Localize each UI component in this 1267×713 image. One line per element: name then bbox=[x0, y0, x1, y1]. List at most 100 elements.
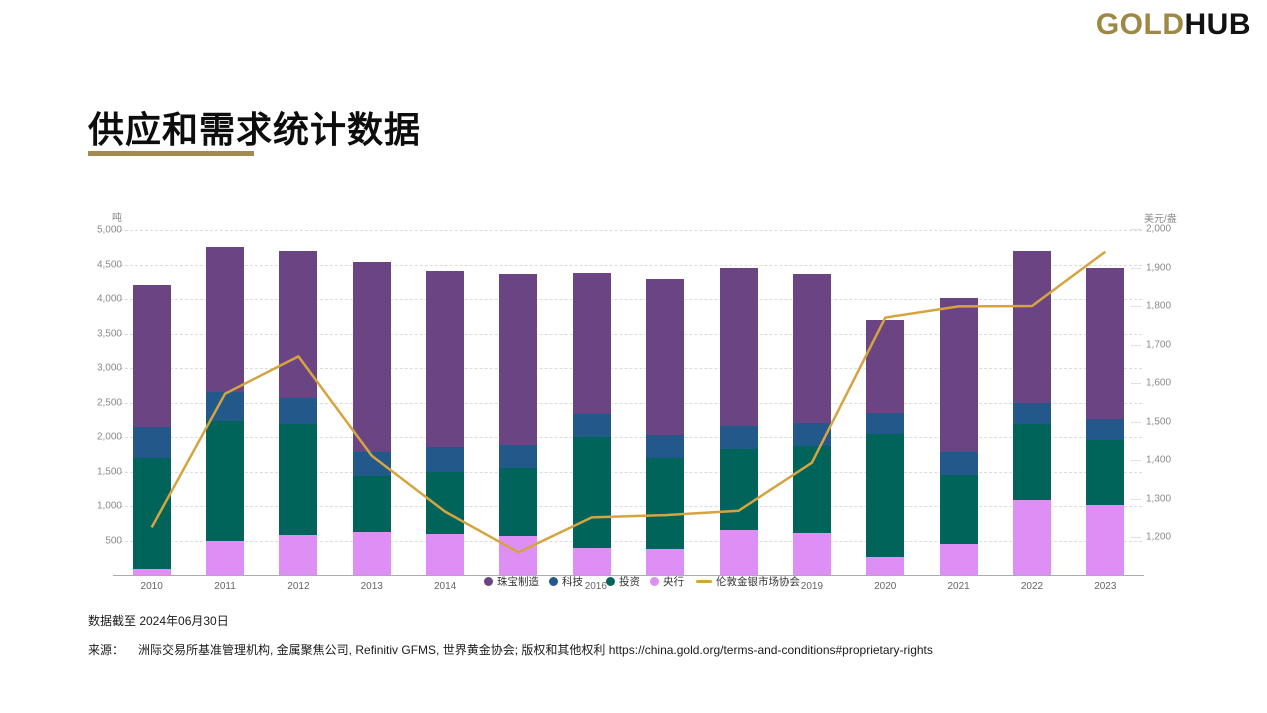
bar-segment-珠宝制造[interactable] bbox=[866, 320, 905, 414]
right-axis-unit: 美元/盎司 bbox=[1144, 214, 1178, 225]
right-axis-tick-label: 1,700 bbox=[1146, 339, 1172, 350]
bar-segment-科技[interactable] bbox=[1012, 402, 1051, 424]
bar-segment-珠宝制造[interactable] bbox=[206, 247, 245, 392]
bar-segment-央行[interactable] bbox=[499, 536, 538, 575]
legend-item-珠宝制造[interactable]: 珠宝制造 bbox=[484, 574, 539, 589]
bar-segment-央行[interactable] bbox=[1086, 504, 1125, 575]
bar-segment-央行[interactable] bbox=[1012, 500, 1051, 575]
bar-segment-珠宝制造[interactable] bbox=[426, 270, 465, 448]
legend-label: 伦敦金银市场协会 bbox=[716, 576, 800, 588]
bar-segment-投资[interactable] bbox=[352, 476, 391, 533]
bar-segment-投资[interactable] bbox=[719, 449, 758, 531]
bar-2021[interactable] bbox=[939, 297, 978, 575]
left-axis-tick-label: 3,000 bbox=[96, 362, 122, 374]
right-axis-tick-mark bbox=[1131, 229, 1141, 230]
gridline bbox=[115, 506, 1142, 507]
gridline bbox=[115, 437, 1142, 438]
bar-segment-珠宝制造[interactable] bbox=[132, 285, 171, 427]
bar-segment-央行[interactable] bbox=[279, 534, 318, 575]
gridline bbox=[115, 471, 1142, 473]
x-axis-label-2022: 2022 bbox=[1020, 581, 1044, 592]
bar-segment-投资[interactable] bbox=[866, 433, 905, 558]
bar-segment-投资[interactable] bbox=[939, 474, 978, 544]
bar-2010[interactable] bbox=[132, 285, 171, 575]
bar-segment-投资[interactable] bbox=[572, 436, 611, 549]
bar-2014[interactable] bbox=[426, 270, 465, 575]
legend-item-科技[interactable]: 科技 bbox=[549, 574, 583, 589]
bar-segment-科技[interactable] bbox=[719, 426, 758, 450]
bar-2022[interactable] bbox=[1012, 250, 1051, 575]
bar-segment-科技[interactable] bbox=[792, 423, 831, 446]
bar-2019[interactable] bbox=[792, 274, 831, 575]
bar-segment-投资[interactable] bbox=[426, 471, 465, 534]
bar-segment-央行[interactable] bbox=[426, 533, 465, 575]
bar-segment-投资[interactable] bbox=[1012, 423, 1051, 501]
x-axis-label-2010: 2010 bbox=[140, 581, 163, 592]
bar-segment-投资[interactable] bbox=[132, 457, 171, 570]
bar-2017[interactable] bbox=[646, 279, 685, 575]
bar-segment-科技[interactable] bbox=[646, 435, 685, 459]
bar-2011[interactable] bbox=[206, 247, 245, 575]
bar-segment-央行[interactable] bbox=[792, 533, 831, 575]
bar-segment-珠宝制造[interactable] bbox=[792, 274, 831, 424]
bar-segment-科技[interactable] bbox=[132, 426, 171, 458]
right-axis-tick-label: 1,500 bbox=[1146, 416, 1172, 427]
bar-segment-科技[interactable] bbox=[1086, 419, 1125, 441]
bar-2012[interactable] bbox=[279, 250, 318, 575]
gridline bbox=[115, 230, 1142, 231]
bar-segment-珠宝制造[interactable] bbox=[1086, 267, 1125, 420]
bar-segment-央行[interactable] bbox=[206, 541, 245, 575]
bar-segment-央行[interactable] bbox=[866, 557, 905, 575]
bar-segment-珠宝制造[interactable] bbox=[572, 273, 611, 415]
x-axis-line bbox=[113, 575, 1144, 576]
left-axis-tick-label: 500 bbox=[105, 535, 122, 546]
bar-2016[interactable] bbox=[572, 273, 611, 575]
bar-segment-珠宝制造[interactable] bbox=[352, 262, 391, 452]
bar-segment-科技[interactable] bbox=[352, 451, 391, 477]
bar-segment-珠宝制造[interactable] bbox=[499, 274, 538, 446]
legend-label: 投资 bbox=[619, 576, 640, 588]
right-axis-tick-label: 1,900 bbox=[1146, 262, 1172, 273]
legend-item-伦敦金银市场协会[interactable]: 伦敦金银市场协会 bbox=[696, 574, 800, 589]
bar-segment-科技[interactable] bbox=[279, 397, 318, 424]
legend-item-投资[interactable]: 投资 bbox=[606, 574, 640, 589]
bar-segment-投资[interactable] bbox=[1086, 440, 1125, 505]
bar-segment-投资[interactable] bbox=[792, 445, 831, 534]
bar-segment-央行[interactable] bbox=[939, 543, 978, 575]
gridline bbox=[115, 368, 1142, 369]
left-axis-tick-label: 1,500 bbox=[96, 466, 122, 477]
bar-segment-科技[interactable] bbox=[499, 445, 538, 469]
left-axis-unit: 吨 bbox=[112, 213, 122, 224]
bar-segment-央行[interactable] bbox=[132, 569, 171, 575]
bar-segment-投资[interactable] bbox=[279, 423, 318, 535]
bar-segment-科技[interactable] bbox=[866, 413, 905, 434]
bar-segment-央行[interactable] bbox=[572, 548, 611, 575]
bar-segment-珠宝制造[interactable] bbox=[939, 297, 978, 452]
bar-2013[interactable] bbox=[352, 262, 391, 575]
bar-segment-央行[interactable] bbox=[719, 530, 758, 575]
right-axis-tick-mark bbox=[1131, 421, 1141, 423]
bar-segment-投资[interactable] bbox=[206, 421, 245, 542]
bar-segment-珠宝制造[interactable] bbox=[646, 279, 685, 436]
x-axis-label-2013: 2013 bbox=[360, 581, 383, 592]
bar-2018[interactable] bbox=[719, 268, 758, 575]
bar-segment-央行[interactable] bbox=[646, 548, 685, 575]
source-url[interactable]: https://china.gold.org/terms-and-conditi… bbox=[608, 643, 933, 657]
bar-2015[interactable] bbox=[499, 274, 538, 575]
bar-segment-央行[interactable] bbox=[352, 532, 391, 575]
bar-2023[interactable] bbox=[1086, 267, 1125, 575]
bar-segment-珠宝制造[interactable] bbox=[719, 268, 758, 427]
bar-segment-科技[interactable] bbox=[206, 391, 245, 422]
bar-segment-珠宝制造[interactable] bbox=[279, 250, 318, 398]
bar-segment-科技[interactable] bbox=[426, 447, 465, 472]
bar-2020[interactable] bbox=[866, 320, 905, 575]
left-axis-tick-label: 5,000 bbox=[96, 224, 122, 236]
bar-segment-科技[interactable] bbox=[572, 414, 611, 437]
bar-segment-投资[interactable] bbox=[646, 458, 685, 549]
logo-hub-text: HUB bbox=[1184, 8, 1251, 41]
legend-item-央行[interactable]: 央行 bbox=[650, 574, 684, 589]
bar-segment-投资[interactable] bbox=[499, 468, 538, 537]
bar-segment-珠宝制造[interactable] bbox=[1012, 250, 1051, 403]
bar-segment-科技[interactable] bbox=[939, 451, 978, 475]
